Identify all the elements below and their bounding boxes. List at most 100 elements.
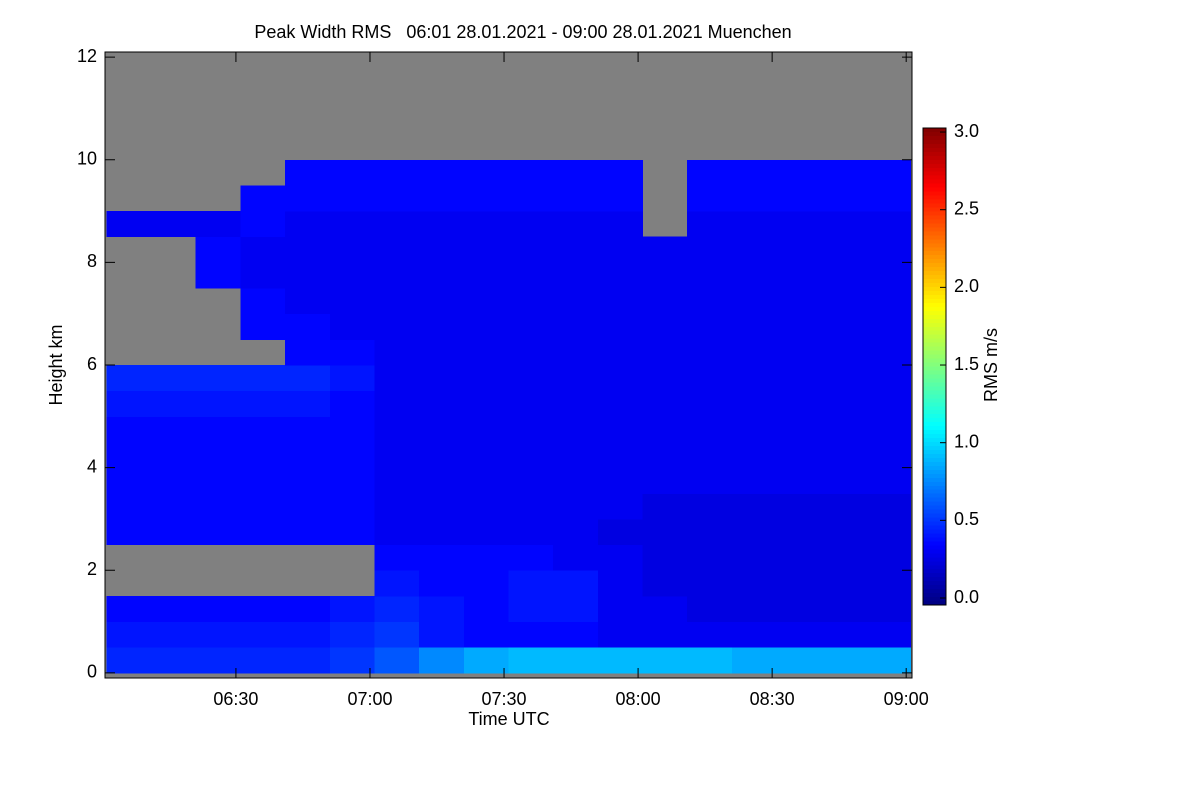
heatmap-cell — [374, 236, 420, 263]
heatmap-cell — [285, 390, 331, 417]
colorbar-strip — [923, 259, 946, 264]
heatmap-cell — [463, 262, 509, 289]
colorbar-strip — [923, 557, 946, 562]
heatmap-cell — [731, 544, 778, 571]
heatmap-cell — [285, 262, 331, 289]
heatmap-cell — [821, 647, 867, 674]
colorbar-strip — [923, 366, 946, 372]
x-tick-label: 09:00 — [884, 689, 929, 709]
heatmap-cell — [240, 236, 286, 263]
heatmap-cell — [374, 441, 420, 469]
heatmap-cell — [508, 159, 554, 186]
colorbar-strip — [923, 199, 946, 205]
colorbar-strip — [923, 549, 946, 554]
heatmap-cell — [374, 621, 420, 648]
heatmap-cell — [642, 441, 688, 469]
heatmap-cell — [731, 570, 778, 597]
heatmap-cell — [642, 339, 688, 366]
heatmap-cell — [106, 621, 152, 648]
heatmap-cell — [240, 467, 286, 494]
heatmap-cell — [195, 390, 241, 417]
heatmap-cell — [329, 518, 375, 546]
heatmap-cell — [597, 467, 644, 494]
chart-title: Peak Width RMS 06:01 28.01.2021 - 09:00 … — [254, 22, 791, 42]
colorbar-strip — [923, 473, 946, 479]
colorbar-strip — [923, 235, 946, 240]
heatmap-cell — [329, 339, 375, 366]
heatmap-cell — [553, 441, 599, 469]
heatmap-cell — [865, 570, 912, 597]
heatmap-cell — [240, 647, 286, 674]
colorbar-strip — [923, 139, 946, 145]
heatmap-cell — [597, 288, 644, 315]
heatmap-cell — [865, 211, 912, 238]
colorbar-strip — [923, 275, 946, 280]
colorbar-strip — [923, 453, 946, 459]
colorbar-strip — [923, 525, 946, 531]
colorbar-strip — [923, 342, 946, 348]
heatmap-cell — [731, 390, 778, 417]
colorbar-strip — [923, 211, 946, 217]
heatmap-cell — [642, 365, 688, 392]
colorbar-strip — [923, 541, 946, 546]
heatmap-cell — [642, 262, 688, 289]
colorbar-strip — [923, 446, 946, 451]
colorbar-strip — [923, 398, 946, 403]
heatmap-cell — [151, 416, 197, 443]
heatmap-cell — [687, 211, 733, 238]
colorbar-strip — [923, 577, 946, 582]
colorbar-strip — [923, 509, 946, 515]
heatmap-cell — [240, 390, 286, 417]
heatmap-cell — [687, 441, 733, 469]
colorbar-strip — [923, 175, 946, 181]
heatmap-cell — [508, 390, 554, 417]
colorbar-strip — [923, 378, 946, 383]
colorbar-strip — [923, 326, 946, 332]
heatmap-cell — [776, 159, 822, 186]
colorbar-strip — [923, 593, 946, 598]
heatmap-cell — [597, 365, 644, 392]
heatmap-cell — [553, 467, 599, 494]
heatmap-cell — [687, 467, 733, 494]
colorbar-strip — [923, 561, 946, 566]
heatmap-cell — [687, 236, 733, 263]
heatmap-cell — [776, 339, 822, 366]
colorbar-strip — [923, 350, 946, 356]
heatmap-cell — [419, 390, 465, 417]
heatmap-cell — [195, 365, 241, 392]
heatmap-cell — [151, 621, 197, 648]
heatmap-cell — [463, 467, 509, 494]
heatmap-cell — [597, 390, 644, 417]
heatmap-cell — [374, 467, 420, 494]
heatmap-cell — [195, 518, 241, 546]
colorbar-strip — [923, 430, 946, 435]
colorbar-strip — [923, 358, 946, 364]
heatmap-cell — [195, 441, 241, 469]
heatmap-cell — [419, 621, 465, 648]
heatmap-cell — [597, 518, 644, 546]
heatmap-cell — [463, 441, 509, 469]
colorbar-strip — [923, 394, 946, 399]
heatmap-cell — [642, 416, 688, 443]
colorbar-strip — [923, 434, 946, 439]
heatmap-cell — [776, 211, 822, 238]
heatmap-cell — [508, 518, 554, 546]
colorbar-strip — [923, 418, 946, 423]
x-tick-label: 08:30 — [750, 689, 795, 709]
heatmap-cell — [419, 595, 465, 623]
heatmap-cell — [865, 236, 912, 263]
heatmap-cell — [597, 313, 644, 340]
heatmap-cell — [508, 365, 554, 392]
heatmap-cell — [553, 313, 599, 340]
heatmap-cell — [821, 441, 867, 469]
colorbar-strip — [923, 585, 946, 590]
heatmap-cell — [731, 416, 778, 443]
heatmap-cell — [195, 621, 241, 648]
heatmap-cell — [419, 185, 465, 212]
heatmap-cell — [597, 493, 644, 520]
heatmap-cell — [642, 288, 688, 315]
heatmap-cell — [687, 647, 733, 674]
heatmap-cell — [374, 493, 420, 520]
colorbar-strip — [923, 410, 946, 415]
